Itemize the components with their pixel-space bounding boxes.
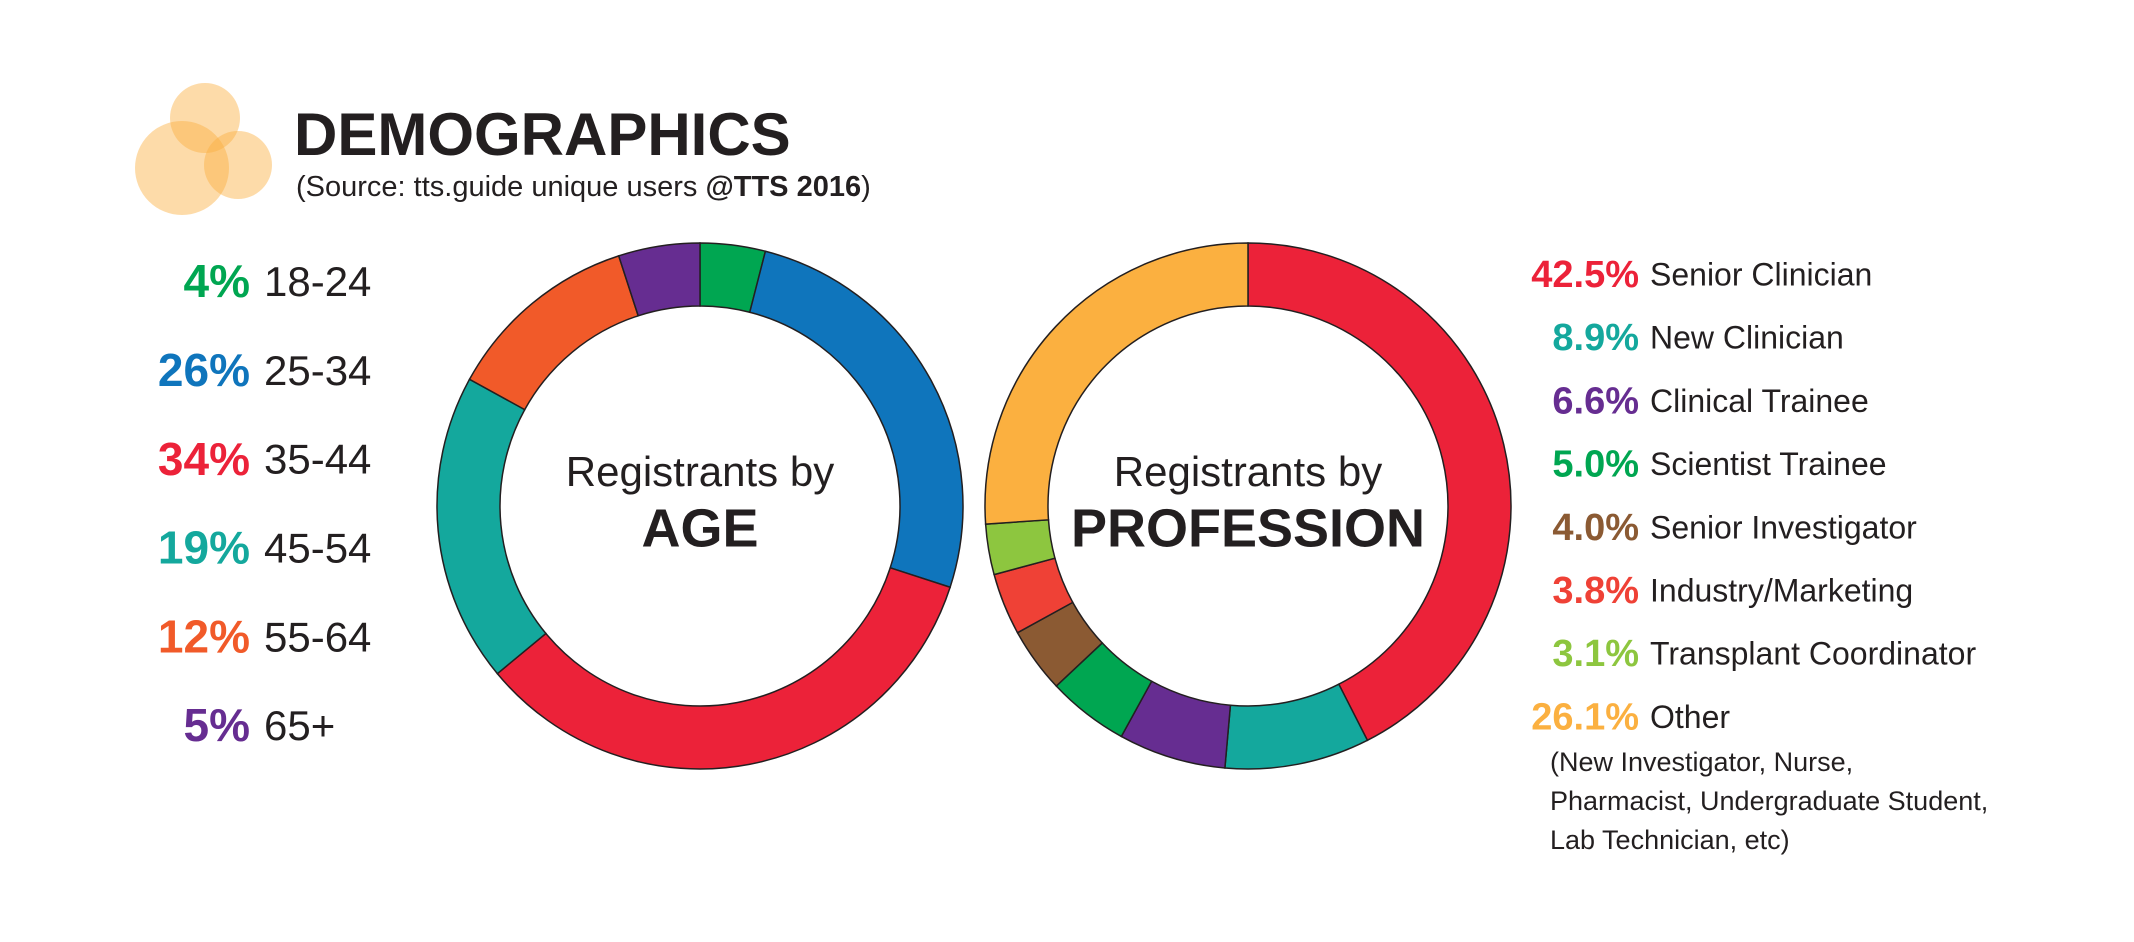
subtitle-part: ) xyxy=(861,171,871,203)
legend-value: 4% xyxy=(184,255,250,307)
donut-segment xyxy=(617,242,701,317)
center-label: Registrants by xyxy=(566,448,834,495)
legend-label: Senior Investigator xyxy=(1650,509,1917,545)
center-label: AGE xyxy=(641,498,758,558)
legend-label: 45-54 xyxy=(264,524,371,571)
legend-value: 5.0% xyxy=(1552,444,1639,486)
legend-value: 3.8% xyxy=(1552,570,1639,612)
legend-value: 8.9% xyxy=(1552,317,1639,359)
legend-note: Pharmacist, Undergraduate Student, xyxy=(1550,786,1988,816)
legend-label: Transplant Coordinator xyxy=(1650,636,1976,672)
legend-value: 5% xyxy=(184,699,250,751)
legend-label: 18-24 xyxy=(264,258,371,305)
center-label: Registrants by xyxy=(1114,448,1382,495)
legend-label: 55-64 xyxy=(264,613,371,660)
donut-segment xyxy=(984,242,1249,525)
page-subtitle: (Source: tts.guide unique users @TTS 201… xyxy=(296,171,871,203)
donut-segment xyxy=(496,566,952,770)
legend-label: New Clinician xyxy=(1650,320,1844,356)
legend-value: 3.1% xyxy=(1552,633,1639,675)
legend-note: Lab Technician, etc) xyxy=(1550,825,1790,855)
legend-label: 25-34 xyxy=(264,347,371,394)
legend-value: 26% xyxy=(158,344,250,396)
legend-value: 4.0% xyxy=(1552,507,1639,549)
legend-label: Scientist Trainee xyxy=(1650,446,1887,482)
logo xyxy=(135,83,272,215)
donut-segment xyxy=(1224,683,1369,770)
legend-note: (New Investigator, Nurse, xyxy=(1550,747,1853,777)
logo-circle xyxy=(135,121,229,215)
center-label: PROFESSION xyxy=(1071,498,1425,558)
legend-value: 34% xyxy=(158,433,250,485)
page-title: DEMOGRAPHICS xyxy=(294,101,791,168)
legend-value: 6.6% xyxy=(1552,380,1639,422)
legend-value: 19% xyxy=(158,522,250,574)
subtitle-part: @TTS 2016 xyxy=(705,171,861,203)
donut-segment xyxy=(748,250,964,589)
legend-label: Industry/Marketing xyxy=(1650,572,1913,608)
legend-label: 65+ xyxy=(264,702,335,749)
legend-label: 35-44 xyxy=(264,436,371,483)
logo-circle xyxy=(170,83,240,153)
legend-label: Other xyxy=(1650,699,1730,735)
donut-segment xyxy=(436,378,547,675)
legend-value: 42.5% xyxy=(1531,254,1639,296)
donut-segment xyxy=(1247,242,1512,742)
legend-label: Clinical Trainee xyxy=(1650,383,1869,419)
legend-label: Senior Clinician xyxy=(1650,256,1872,292)
legend-value: 26.1% xyxy=(1531,696,1639,738)
logo-circle xyxy=(204,131,272,199)
donut-segment xyxy=(468,254,640,411)
legend-value: 12% xyxy=(158,610,250,662)
subtitle-part: (Source: tts.guide unique users xyxy=(296,171,705,203)
